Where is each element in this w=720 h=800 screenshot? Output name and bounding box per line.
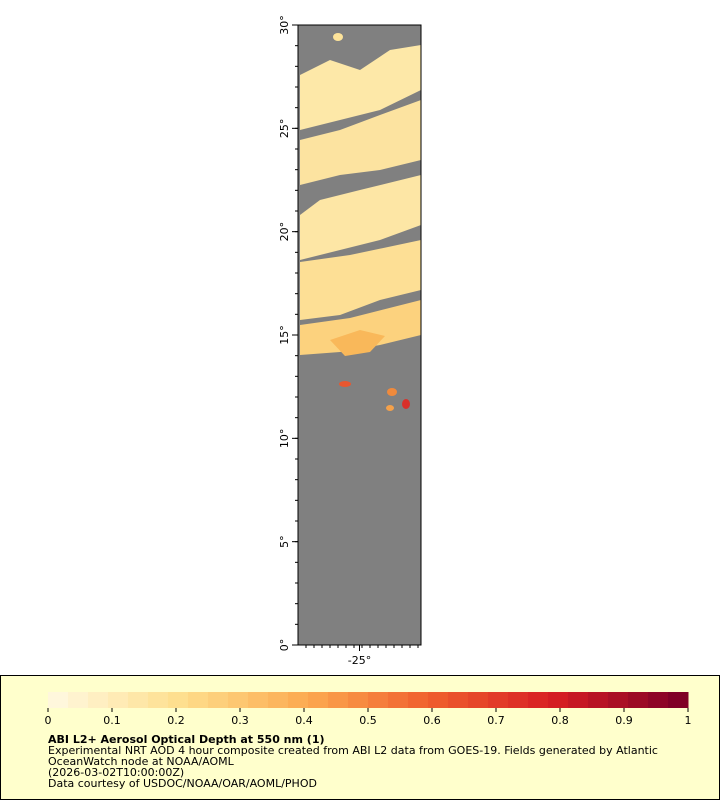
- colorbar-label: 0.8: [551, 714, 569, 727]
- colorbar-label: 0: [45, 714, 52, 727]
- lat-label: 30°: [278, 15, 291, 35]
- color-step: [668, 692, 689, 708]
- colorbar-label: 0.5: [359, 714, 377, 727]
- colorbar-label: 0.7: [487, 714, 505, 727]
- color-step: [548, 692, 569, 708]
- color-step: [648, 692, 669, 708]
- colorbar-label: 0.6: [423, 714, 441, 727]
- color-step: [228, 692, 249, 708]
- color-step: [188, 692, 209, 708]
- color-step: [68, 692, 89, 708]
- color-step: [308, 692, 329, 708]
- patch: [386, 405, 394, 411]
- lat-label: 10°: [278, 429, 291, 449]
- color-step: [348, 692, 369, 708]
- color-step: [448, 692, 469, 708]
- patch: [387, 388, 397, 396]
- color-step: [88, 692, 109, 708]
- colorbar-label: 0.3: [231, 714, 249, 727]
- lat-label: 0°: [278, 639, 291, 652]
- legend-line: OceanWatch node at NOAA/AOML: [48, 755, 235, 768]
- color-step: [168, 692, 189, 708]
- colorbar-label: 0.4: [295, 714, 313, 727]
- color-step: [268, 692, 289, 708]
- patch: [300, 175, 421, 260]
- patch: [300, 45, 421, 130]
- legend-line: Data courtesy of USDOC/NOAA/OAR/AOML/PHO…: [48, 777, 317, 790]
- color-step: [388, 692, 409, 708]
- patch: [339, 381, 351, 387]
- lat-label: 25°: [278, 119, 291, 139]
- aerosol-patches: [300, 33, 421, 411]
- patch: [402, 399, 410, 409]
- color-step: [508, 692, 529, 708]
- colorbar-label: 0.2: [167, 714, 185, 727]
- legend-line: (2026-03-02T10:00:00Z): [48, 766, 184, 779]
- patch: [300, 300, 421, 355]
- color-step: [528, 692, 549, 708]
- colorbar-label: 0.9: [615, 714, 633, 727]
- lat-label: 20°: [278, 222, 291, 242]
- color-step: [128, 692, 149, 708]
- color-step: [288, 692, 309, 708]
- color-step: [428, 692, 449, 708]
- patch: [300, 240, 421, 320]
- color-step: [568, 692, 589, 708]
- color-step: [408, 692, 429, 708]
- color-step: [208, 692, 229, 708]
- color-step: [608, 692, 629, 708]
- color-step: [588, 692, 609, 708]
- patch: [333, 33, 343, 41]
- colorbar-label: 0.1: [103, 714, 121, 727]
- legend-title: ABI L2+ Aerosol Optical Depth at 550 nm …: [48, 733, 325, 746]
- patch: [330, 330, 385, 356]
- color-step: [328, 692, 349, 708]
- colorbar-label: 1: [685, 714, 692, 727]
- color-step: [468, 692, 489, 708]
- map-axes: 30° 25° 20° 15° 10° 5° 0° -25°: [278, 15, 419, 667]
- color-step: [108, 692, 129, 708]
- color-step: [48, 692, 69, 708]
- legend-line: Experimental NRT AOD 4 hour composite cr…: [48, 744, 658, 757]
- lat-label: 15°: [278, 325, 291, 345]
- color-step: [488, 692, 509, 708]
- lat-label: 5°: [278, 535, 291, 548]
- colorbar: 0 0.1 0.2 0.3 0.4 0.5 0.6 0.7 0.8 0.9 1: [45, 692, 692, 727]
- color-step: [368, 692, 389, 708]
- color-step: [628, 692, 649, 708]
- color-step: [148, 692, 169, 708]
- lon-label: -25°: [348, 654, 371, 667]
- patch: [300, 100, 421, 185]
- color-step: [248, 692, 269, 708]
